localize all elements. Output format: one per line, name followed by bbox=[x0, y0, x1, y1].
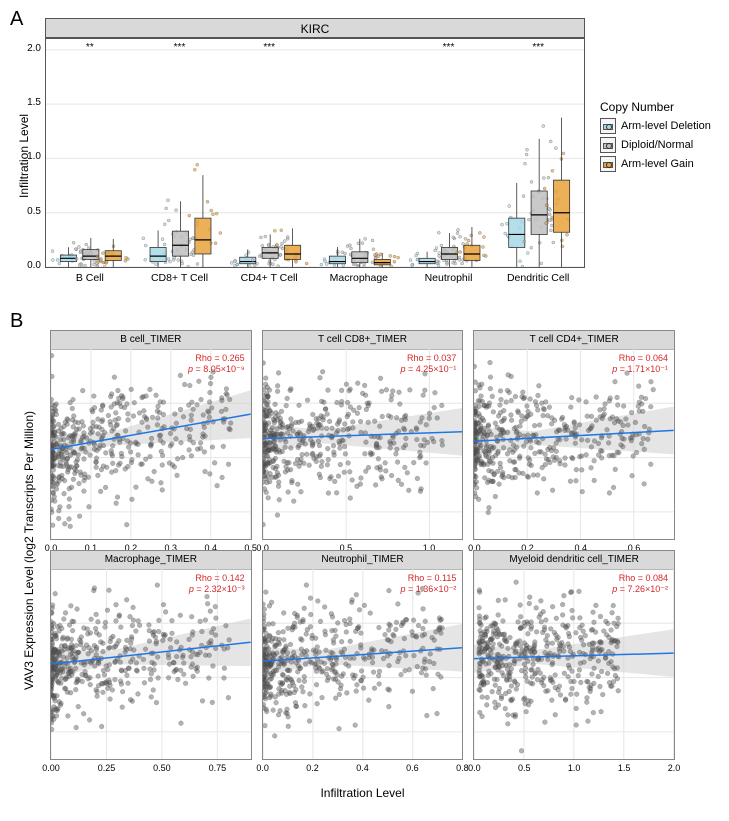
scatter-stats: Rho = 0.037p = 4.25×10⁻¹ bbox=[401, 353, 457, 375]
scatter-svg bbox=[474, 349, 674, 539]
xtick: Dendritic Cell bbox=[493, 272, 583, 284]
scatter-xtick: 0.5 bbox=[518, 763, 531, 773]
scatter-panel: Myeloid dendritic cell_TIMER Rho = 0.084… bbox=[473, 550, 675, 760]
legend-label: Arm-level Deletion bbox=[621, 120, 711, 132]
scatter-svg bbox=[51, 349, 251, 539]
scatter-xtick: 1.5 bbox=[618, 763, 631, 773]
scatter-strip: Macrophage_TIMER bbox=[51, 551, 251, 570]
legend-swatch bbox=[600, 118, 616, 134]
scatter-stats: Rho = 0.084p = 7.26×10⁻² bbox=[612, 573, 668, 595]
significance-marker: *** bbox=[165, 42, 195, 53]
scatter-xtick: 0.00 bbox=[42, 763, 60, 773]
ytick: 0.0 bbox=[21, 260, 41, 271]
panel-a-label: A bbox=[10, 8, 23, 31]
legend-label: Diploid/Normal bbox=[621, 139, 693, 151]
scatter-xtick: 0.75 bbox=[209, 763, 227, 773]
scatter-strip: T cell CD4+_TIMER bbox=[474, 331, 674, 350]
legend-item: Diploid/Normal bbox=[600, 137, 711, 153]
legend-title: Copy Number bbox=[600, 100, 711, 114]
copy-number-legend: Copy Number Arm-level Deletion Diploid/No… bbox=[600, 100, 711, 175]
scatter-xtick: 1.0 bbox=[568, 763, 581, 773]
xtick: CD8+ T Cell bbox=[135, 272, 225, 284]
scatter-xtick: 0.25 bbox=[98, 763, 116, 773]
panel-b: VAV3 Expression Level (log2 Transcripts … bbox=[50, 330, 675, 800]
scatter-xtick: 0.2 bbox=[306, 763, 319, 773]
scatter-panel: B cell_TIMER Rho = 0.265p = 8.05×10⁻⁹ 0.… bbox=[50, 330, 252, 540]
scatter-svg bbox=[51, 569, 251, 759]
legend-item: Arm-level Gain bbox=[600, 156, 711, 172]
scatter-plot-area bbox=[51, 349, 251, 539]
scatter-xtick: 0.4 bbox=[356, 763, 369, 773]
scatter-panel: Neutrophil_TIMER Rho = 0.115p = 1.36×10⁻… bbox=[262, 550, 464, 760]
scatter-panel: Macrophage_TIMER Rho = 0.142p = 2.32×10⁻… bbox=[50, 550, 252, 760]
scatter-stats: Rho = 0.265p = 8.05×10⁻⁹ bbox=[188, 353, 245, 375]
scatter-svg bbox=[263, 349, 463, 539]
scatter-plot-area bbox=[263, 349, 463, 539]
panel-a-plot bbox=[45, 38, 585, 268]
scatter-panel: T cell CD4+_TIMER Rho = 0.064p = 1.71×10… bbox=[473, 330, 675, 540]
scatter-strip: T cell CD8+_TIMER bbox=[263, 331, 463, 350]
panel-b-ylabel: VAV3 Expression Level (log2 Transcripts … bbox=[22, 411, 36, 690]
significance-marker: *** bbox=[434, 42, 464, 53]
scatter-xtick: 0.0 bbox=[256, 763, 269, 773]
ytick: 1.0 bbox=[21, 151, 41, 162]
scatter-stats: Rho = 0.115p = 1.36×10⁻² bbox=[401, 573, 457, 595]
ytick: 2.0 bbox=[21, 43, 41, 54]
scatter-svg bbox=[474, 569, 674, 759]
scatter-strip: B cell_TIMER bbox=[51, 331, 251, 350]
figure-container: A KIRC Infiltration Level 0.00.51.01.52.… bbox=[0, 0, 729, 821]
panel-a-strip: KIRC bbox=[45, 18, 585, 38]
legend-swatch bbox=[600, 137, 616, 153]
xtick: B Cell bbox=[45, 272, 135, 284]
panel-b-label: B bbox=[10, 310, 23, 333]
scatter-plot-area bbox=[474, 349, 674, 539]
scatter-strip: Neutrophil_TIMER bbox=[263, 551, 463, 570]
significance-marker: ** bbox=[75, 42, 105, 53]
scatter-strip: Myeloid dendritic cell_TIMER bbox=[474, 551, 674, 570]
scatter-xtick: 0.50 bbox=[153, 763, 171, 773]
scatter-plot-area bbox=[51, 569, 251, 759]
xtick: Neutrophil bbox=[404, 272, 494, 284]
ytick: 1.5 bbox=[21, 97, 41, 108]
significance-marker: *** bbox=[254, 42, 284, 53]
significance-marker: *** bbox=[523, 42, 553, 53]
scatter-svg bbox=[263, 569, 463, 759]
panel-b-xlabel: Infiltration Level bbox=[50, 786, 675, 800]
scatter-xtick: 0.6 bbox=[406, 763, 419, 773]
legend-label: Arm-level Gain bbox=[621, 158, 694, 170]
scatter-plot-area bbox=[474, 569, 674, 759]
xtick: CD4+ T Cell bbox=[224, 272, 314, 284]
scatter-stats: Rho = 0.064p = 1.71×10⁻¹ bbox=[612, 353, 668, 375]
panel-a-svg bbox=[46, 39, 584, 267]
scatter-xtick: 0.8 bbox=[456, 763, 469, 773]
scatter-xtick: 2.0 bbox=[668, 763, 681, 773]
scatter-panel: T cell CD8+_TIMER Rho = 0.037p = 4.25×10… bbox=[262, 330, 464, 540]
ytick: 0.5 bbox=[21, 206, 41, 217]
scatter-xtick: 0.0 bbox=[468, 763, 481, 773]
scatter-plot-area bbox=[263, 569, 463, 759]
panel-a: KIRC Infiltration Level 0.00.51.01.52.0 … bbox=[45, 18, 585, 288]
scatter-grid: B cell_TIMER Rho = 0.265p = 8.05×10⁻⁹ 0.… bbox=[50, 330, 675, 760]
legend-swatch bbox=[600, 156, 616, 172]
legend-item: Arm-level Deletion bbox=[600, 118, 711, 134]
scatter-stats: Rho = 0.142p = 2.32×10⁻³ bbox=[189, 573, 245, 595]
xtick: Macrophage bbox=[314, 272, 404, 284]
